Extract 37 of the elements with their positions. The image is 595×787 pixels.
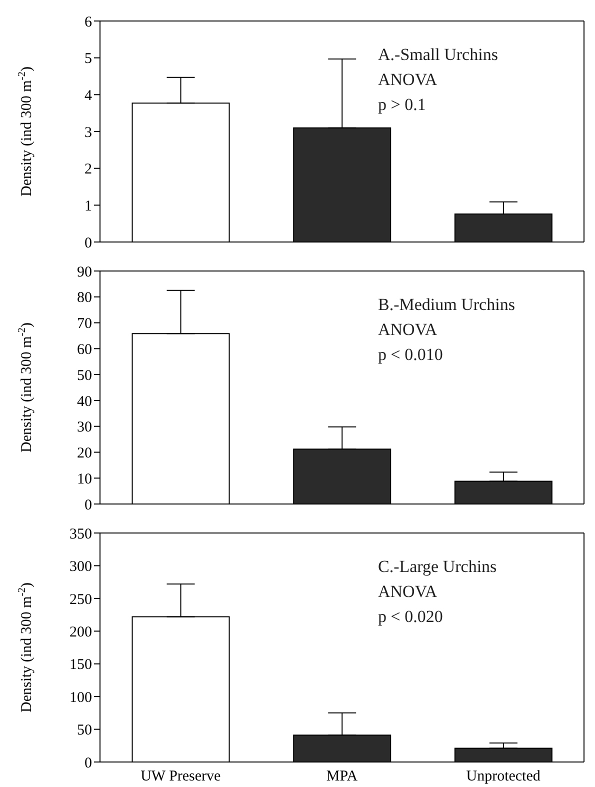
x-tick-label: MPA xyxy=(326,768,358,785)
x-tick-label: Unprotected xyxy=(466,768,541,785)
annotation: p < 0.010 xyxy=(378,344,444,366)
y-tick-label: 40 xyxy=(77,394,92,410)
y-tick-label: 70 xyxy=(77,316,92,332)
y-tick-label: 200 xyxy=(70,624,92,640)
y-tick-label: 4 xyxy=(84,88,92,104)
annotation: p < 0.020 xyxy=(378,606,444,628)
y-tick-label: 300 xyxy=(70,559,92,576)
y-tick-label: 150 xyxy=(70,657,92,674)
y-tick-label: 2 xyxy=(84,162,92,178)
y-tick-label: 30 xyxy=(77,420,92,436)
y-tick-label: 0 xyxy=(84,235,92,252)
y-tick-label: 60 xyxy=(77,342,92,358)
y-tick-label: 350 xyxy=(70,526,92,542)
y-tick-label: 10 xyxy=(77,471,92,488)
annotation: ANOVA xyxy=(378,69,438,91)
y-tick-label: 0 xyxy=(84,755,92,772)
x-tick-label: UW Preserve xyxy=(140,768,222,785)
y-tick-label: 0 xyxy=(84,497,92,514)
y-tick-label: 50 xyxy=(77,368,92,384)
y-tick-label: 6 xyxy=(84,14,92,30)
annotation: ANOVA xyxy=(378,319,438,341)
y-tick-label: 1 xyxy=(84,198,92,214)
annotation: A.-Small Urchins xyxy=(378,44,498,66)
annotation: B.-Medium Urchins xyxy=(378,294,515,316)
y-tick-label: 250 xyxy=(70,592,92,608)
y-tick-label: 90 xyxy=(77,264,92,280)
y-tick-label: 5 xyxy=(84,51,92,68)
annotation: ANOVA xyxy=(378,581,438,603)
y-tick-label: 3 xyxy=(84,124,92,141)
annotation: p > 0.1 xyxy=(378,94,427,116)
y-tick-label: 100 xyxy=(70,690,92,706)
y-tick-label: 50 xyxy=(77,722,92,739)
y-tick-label: 20 xyxy=(77,446,92,462)
y-tick-label: 80 xyxy=(77,290,92,306)
annotation: C.-Large Urchins xyxy=(378,556,497,578)
